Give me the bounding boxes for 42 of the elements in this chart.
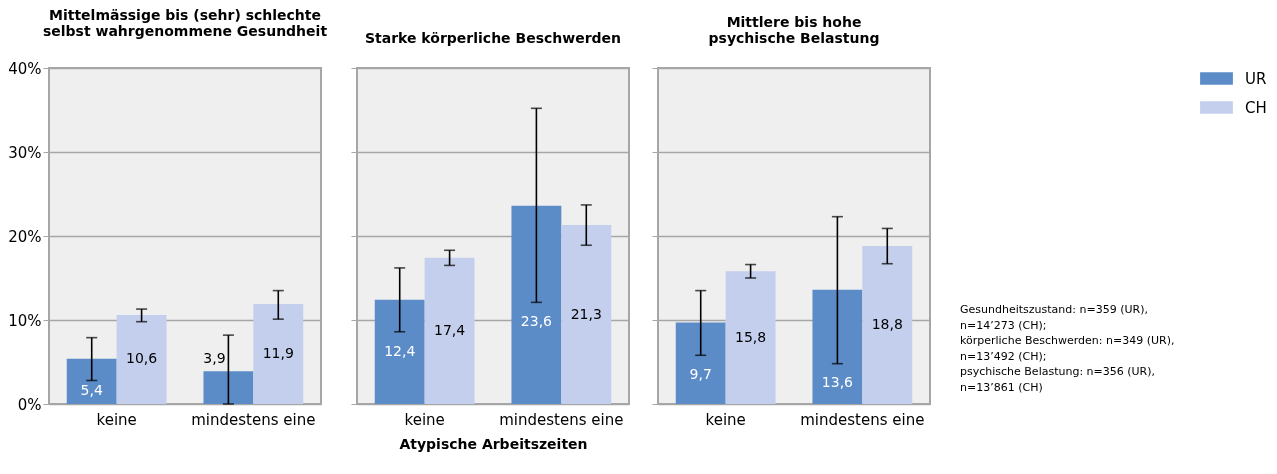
legend-label: UR xyxy=(1245,69,1267,88)
data-label: 17,4 xyxy=(434,321,466,338)
x-tick-label: keine xyxy=(404,410,445,429)
bar xyxy=(675,322,726,404)
x-axis-title: Atypische Arbeitszeiten xyxy=(399,435,588,452)
bar xyxy=(812,289,863,404)
x-tick-label: keine xyxy=(96,410,137,429)
y-tick-label: 0% xyxy=(17,395,42,414)
data-label: 11,9 xyxy=(262,345,294,362)
chart-title: Mittlere bis hohe psychische Belastung xyxy=(708,13,880,46)
x-tick-label: keine xyxy=(705,410,746,429)
data-label: 3,9 xyxy=(203,350,226,367)
data-label: 12,4 xyxy=(384,342,416,359)
bar xyxy=(862,246,913,404)
y-tick-label: 10% xyxy=(8,311,42,330)
data-label: 5,4 xyxy=(80,381,103,398)
bar xyxy=(725,271,776,404)
bar xyxy=(561,225,612,404)
data-label: 9,7 xyxy=(689,365,712,382)
x-tick-label: mindestens eine xyxy=(800,410,925,429)
data-label: 10,6 xyxy=(126,350,158,367)
chart-title: Starke körperliche Beschwerden xyxy=(364,29,622,46)
bar xyxy=(511,205,562,404)
data-label: 21,3 xyxy=(570,305,602,322)
x-tick-label: mindestens eine xyxy=(499,410,624,429)
y-tick-label: 20% xyxy=(8,227,42,246)
y-tick-label: 30% xyxy=(8,143,42,162)
data-label: 15,8 xyxy=(735,328,767,345)
bar xyxy=(424,257,475,404)
legend-label: CH xyxy=(1245,98,1267,117)
data-label: 23,6 xyxy=(520,312,553,329)
data-label: 18,8 xyxy=(871,316,903,333)
chart-title: Mittelmässige bis (sehr) schlechte selbst wahrgenommene Gesundheit xyxy=(42,7,328,39)
bar xyxy=(116,314,167,404)
x-tick-label: mindestens eine xyxy=(191,410,316,429)
bar xyxy=(203,371,254,404)
bar xyxy=(66,358,117,404)
text: Gesundheitszustand: n=359 (UR), n=14’273 (CH); körperliche Beschwerden: n=349 (UR), n=13’492 (CH); psychische Belastung: n=356 (UR), n=13’861 (CH) xyxy=(960,303,1175,394)
bar xyxy=(253,304,304,404)
data-label: 13,6 xyxy=(821,374,854,391)
y-tick-label: 40% xyxy=(8,59,42,78)
bar xyxy=(374,299,425,404)
